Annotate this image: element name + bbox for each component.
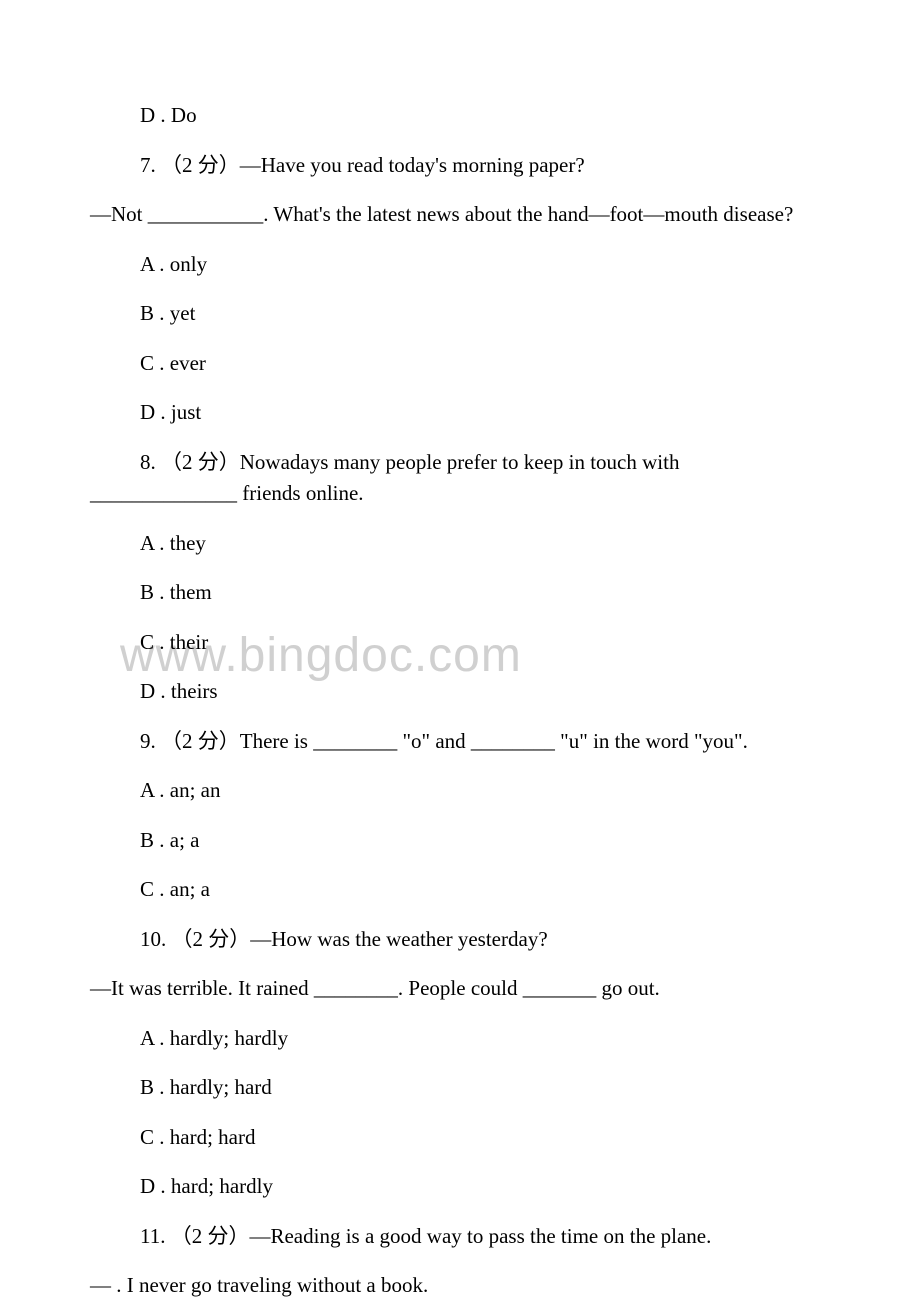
q9-line1: 9. （2 分）There is ________ "o" and ______… (90, 726, 830, 758)
q10-line1: 10. （2 分）—How was the weather yesterday? (90, 924, 830, 956)
q8-option-b: B . them (90, 577, 830, 609)
q10-option-d: D . hard; hardly (90, 1171, 830, 1203)
q8-option-a: A . they (90, 528, 830, 560)
q9-option-b: B . a; a (90, 825, 830, 857)
q10-option-c: C . hard; hard (90, 1122, 830, 1154)
q9-option-a: A . an; an (90, 775, 830, 807)
q8-option-d: D . theirs (90, 676, 830, 708)
q6-option-d: D . Do (90, 100, 830, 132)
q7-option-a: A . only (90, 249, 830, 281)
q7-option-c: C . ever (90, 348, 830, 380)
q7-option-d: D . just (90, 397, 830, 429)
q10-option-a: A . hardly; hardly (90, 1023, 830, 1055)
q10-line2: —It was terrible. It rained ________. Pe… (90, 973, 830, 1005)
document-content: D . Do 7. （2 分）—Have you read today's mo… (90, 100, 830, 1302)
q7-option-b: B . yet (90, 298, 830, 330)
q8-option-c: C . their (90, 627, 830, 659)
q7-line1: 7. （2 分）—Have you read today's morning p… (90, 150, 830, 182)
q8-line1: 8. （2 分）Nowadays many people prefer to k… (90, 447, 830, 510)
q7-line2: —Not ___________. What's the latest news… (90, 199, 830, 231)
q9-option-c: C . an; a (90, 874, 830, 906)
q11-line2: — . I never go traveling without a book. (90, 1270, 830, 1302)
q10-option-b: B . hardly; hard (90, 1072, 830, 1104)
q11-line1: 11. （2 分）—Reading is a good way to pass … (90, 1221, 830, 1253)
